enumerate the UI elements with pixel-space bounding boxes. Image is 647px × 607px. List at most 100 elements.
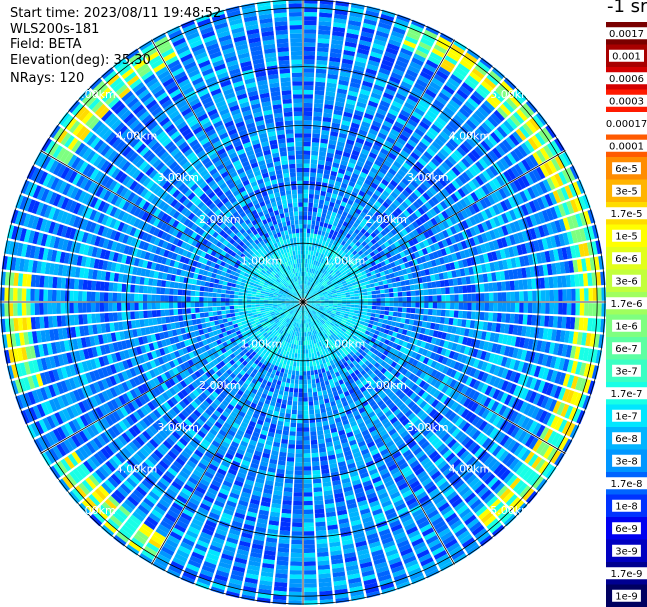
range-gate-cell [349,11,363,19]
range-gate-cell [327,242,333,248]
range-gate-cell [297,349,301,354]
range-gate-cell [333,298,338,301]
range-gate-cell [401,286,407,292]
range-gate-cell [356,101,367,109]
range-gate-cell [326,210,333,216]
range-gate-cell [409,61,422,71]
range-gate-cell [417,207,426,215]
range-gate-cell [315,300,321,302]
range-gate-cell [363,250,370,256]
range-gate-cell [308,202,313,208]
range-gate-cell [303,89,314,95]
range-gate-cell [474,255,481,265]
range-gate-cell [324,299,329,301]
range-gate-cell [487,194,496,205]
range-gate-cell [312,242,316,247]
range-gate-cell [447,195,456,205]
range-gate-cell [490,192,500,203]
range-gate-cell [353,287,358,291]
range-gate-cell [404,198,412,206]
range-gate-cell [339,186,346,193]
range-gate-cell [319,284,324,289]
range-gate-cell [332,266,337,272]
range-gate-cell [509,280,515,291]
range-gate-cell [322,269,326,274]
range-gate-cell [389,306,394,312]
range-gate-cell [438,92,450,102]
range-gate-cell [514,313,520,324]
range-gate-cell [346,264,352,269]
range-gate-cell [383,159,392,168]
range-gate-cell [464,267,470,276]
range-gate-cell [492,204,501,215]
range-gate-cell [303,263,305,268]
range-gate-cell [350,216,357,222]
range-gate-cell [485,231,493,242]
range-gate-cell [345,308,350,312]
range-gate-cell [300,349,303,354]
range-gate-cell [318,257,323,263]
range-gate-cell [344,276,350,281]
range-gate-cell [320,286,325,291]
range-gate-cell [308,198,314,203]
range-gate-cell [294,479,303,484]
range-gate-cell [317,230,322,235]
range-gate-cell [515,128,527,141]
range-gate-cell [326,280,331,285]
range-gate-cell [315,302,321,304]
range-gate-cell [303,427,310,432]
range-gate-cell [463,294,468,302]
range-gate-cell [350,302,355,305]
range-gate-cell [404,73,417,82]
range-gate-cell [331,35,344,41]
range-gate-cell [397,270,404,276]
range-gate-cell [359,171,368,179]
range-gate-cell [497,292,503,302]
range-gate-cell [415,308,420,314]
range-gate-cell [433,120,444,130]
range-gate-cell [320,279,325,284]
range-gate-cell [304,332,307,337]
range-gate-cell [392,176,401,184]
range-gate-cell [332,30,345,37]
range-gate-cell [425,189,434,198]
range-gate-cell [396,137,407,146]
range-gate-cell [304,293,307,298]
range-gate-cell [334,13,348,20]
range-gate-cell [364,231,371,238]
range-gate-cell [554,173,564,187]
range-gate-cell [304,561,316,566]
range-gate-cell [347,24,361,31]
range-gate-cell [546,263,553,276]
range-gate-cell [458,160,468,171]
range-gate-cell [522,314,528,325]
range-gate-cell [360,317,366,322]
range-gate-cell [439,148,450,158]
range-gate-cell [415,227,423,235]
range-gate-cell [316,234,321,240]
range-gate-cell [556,188,566,202]
range-gate-cell [318,438,325,444]
range-gate-cell [447,254,454,263]
range-gate-cell [310,282,314,287]
range-gate-cell [343,193,351,199]
range-gate-cell [370,238,377,245]
range-gate-cell [544,193,554,207]
range-gate-cell [311,288,315,293]
range-gate-cell [303,254,306,259]
range-gate-cell [328,219,334,226]
range-gate-cell [349,241,355,248]
range-gate-cell [522,123,534,136]
range-gate-cell [561,247,568,260]
range-gate-cell [309,241,313,247]
range-gate-cell [306,336,309,341]
range-gate-cell [311,146,319,152]
range-gate-cell [347,199,354,206]
range-gate-cell [481,264,487,273]
range-gate-cell [317,168,324,174]
range-gate-cell [519,291,524,302]
range-gate-cell [317,289,322,293]
range-gate-cell [558,289,563,301]
range-gate-cell [400,81,413,90]
range-gate-cell [345,294,351,298]
